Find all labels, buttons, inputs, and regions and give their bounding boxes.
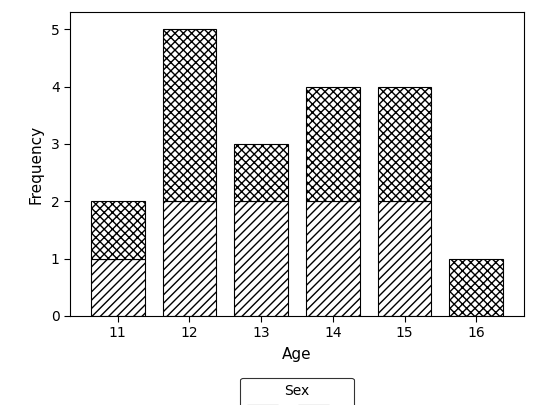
Bar [234,201,288,316]
X-axis label: Age: Age [282,347,312,362]
Bar [163,201,217,316]
Bar [91,201,145,258]
Bar [234,144,288,201]
Bar [163,29,217,201]
Bar [91,258,145,316]
Bar [377,87,431,201]
Bar [306,201,360,316]
Legend: F, M: F, M [240,377,354,405]
Bar [449,258,503,316]
Bar [306,87,360,201]
Bar [377,201,431,316]
Y-axis label: Frequency: Frequency [29,124,44,204]
